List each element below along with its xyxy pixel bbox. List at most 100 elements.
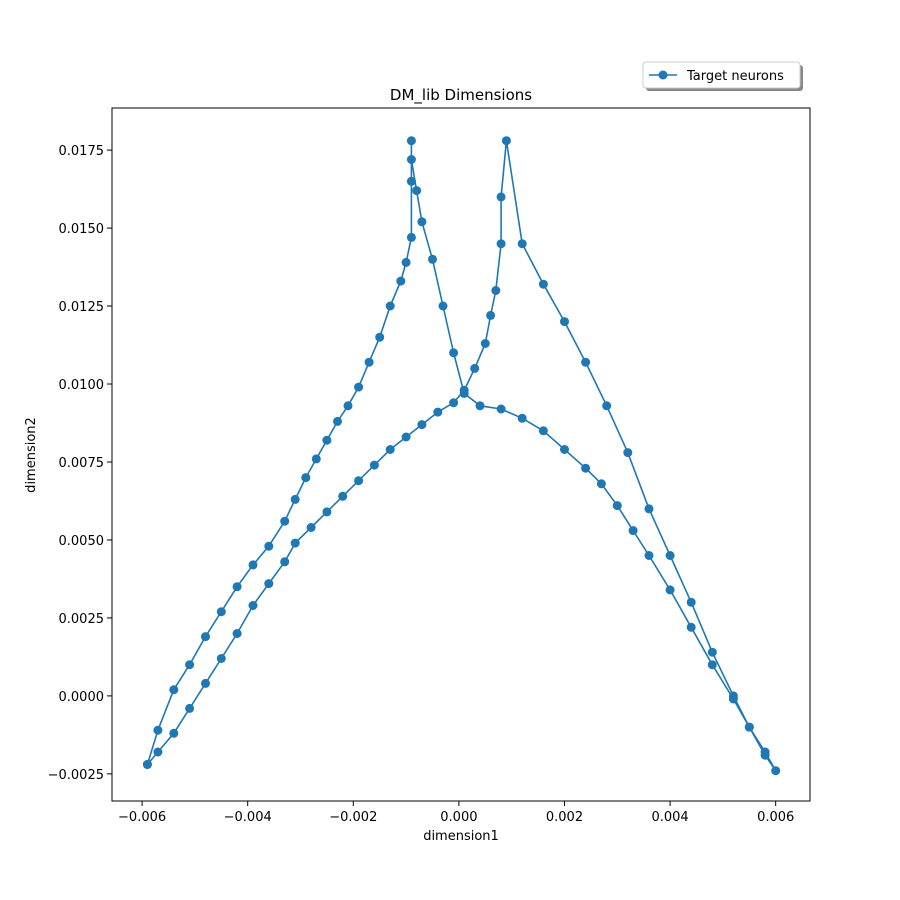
data-point — [369, 460, 379, 470]
data-point — [306, 523, 316, 532]
data-point — [538, 279, 548, 289]
data-point — [396, 276, 406, 286]
data-point — [496, 239, 506, 249]
data-point — [333, 416, 342, 426]
data-point — [628, 526, 638, 536]
data-point — [343, 401, 353, 411]
data-point — [707, 647, 717, 657]
data-point — [401, 432, 411, 442]
y-tick-label: 0.0125 — [59, 300, 105, 315]
data-point — [581, 463, 591, 473]
data-point — [232, 582, 242, 592]
x-tick-label: −0.004 — [224, 810, 272, 825]
x-tick-label: 0.004 — [651, 810, 688, 825]
x-tick-label: −0.006 — [118, 810, 166, 825]
x-tick-label: −0.002 — [329, 810, 377, 825]
data-point — [728, 694, 738, 704]
data-point — [744, 722, 754, 732]
data-point — [665, 551, 675, 560]
legend-label: Target neurons — [686, 69, 784, 84]
y-axis: −0.0025 0.0000 0.0025 0.0050 0.0075 0.0100 0.0… — [48, 144, 112, 783]
data-point — [216, 607, 226, 617]
x-tick-label: 0.000 — [440, 810, 477, 825]
data-point — [449, 398, 459, 408]
y-tick-label: 0.0075 — [59, 456, 105, 471]
data-point — [501, 136, 511, 146]
data-point — [201, 678, 210, 688]
data-point — [385, 301, 395, 311]
data-point — [644, 551, 654, 560]
data-point — [517, 239, 527, 249]
data-point — [280, 557, 290, 567]
data-point — [264, 541, 274, 551]
data-point — [322, 435, 332, 445]
data-point — [216, 654, 226, 663]
data-point — [496, 404, 506, 414]
data-point — [686, 622, 696, 632]
data-point — [406, 232, 416, 242]
data-point — [169, 728, 179, 738]
data-point — [771, 766, 781, 776]
y-tick-label: 0.0100 — [59, 378, 105, 393]
data-point — [264, 579, 274, 589]
data-point — [480, 339, 490, 348]
data-point — [623, 448, 633, 458]
data-point — [338, 491, 348, 501]
data-point — [486, 310, 496, 320]
y-tick-label: −0.0025 — [48, 768, 104, 783]
data-point — [153, 747, 163, 757]
data-point — [449, 348, 459, 358]
data-point — [290, 538, 300, 548]
plot-area — [111, 107, 811, 802]
x-tick-label: 0.002 — [546, 810, 583, 825]
data-point — [301, 473, 311, 483]
data-point — [406, 176, 416, 186]
data-point — [412, 186, 422, 196]
legend-marker-swatch — [658, 70, 668, 80]
data-point — [428, 254, 437, 264]
data-point — [375, 332, 385, 342]
y-tick-label: 0.0000 — [59, 690, 105, 705]
data-point — [185, 703, 195, 713]
data-point — [612, 501, 622, 511]
data-point — [686, 597, 696, 607]
x-axis-label: dimension1 — [423, 829, 499, 844]
series-line — [146, 139, 777, 772]
data-point — [475, 401, 485, 411]
data-point — [232, 629, 242, 638]
data-point — [290, 494, 300, 504]
data-point — [201, 632, 210, 642]
x-tick-label: 0.006 — [757, 810, 794, 825]
legend: Target neurons — [642, 61, 803, 91]
data-point — [248, 601, 258, 610]
data-point — [581, 357, 591, 367]
data-point — [538, 426, 548, 436]
y-tick-label: 0.0025 — [59, 612, 105, 627]
data-point — [280, 516, 290, 526]
data-point — [707, 660, 717, 670]
y-tick-label: 0.0175 — [59, 144, 105, 159]
data-point — [459, 388, 469, 398]
data-point — [517, 413, 527, 423]
data-point — [311, 454, 321, 464]
x-axis: −0.006 −0.004 −0.002 0.000 0.002 0.004 0.006 — [118, 801, 794, 825]
y-tick-label: 0.0050 — [59, 534, 105, 549]
data-point — [406, 136, 416, 146]
data-point — [417, 217, 427, 227]
data-point — [596, 479, 606, 489]
data-point — [602, 401, 612, 411]
y-tick-label: 0.0150 — [59, 222, 105, 237]
plot-frame — [111, 107, 811, 802]
legend-box — [642, 61, 801, 89]
data-point — [169, 685, 179, 695]
data-point — [248, 560, 258, 570]
data-point — [560, 445, 569, 454]
data-point — [496, 192, 506, 202]
data-point — [406, 155, 416, 164]
data-point — [470, 363, 480, 373]
data-point — [401, 257, 411, 267]
data-point — [560, 317, 569, 327]
data-point — [185, 660, 195, 670]
y-axis-label: dimension2 — [24, 417, 39, 493]
data-point — [153, 725, 163, 735]
